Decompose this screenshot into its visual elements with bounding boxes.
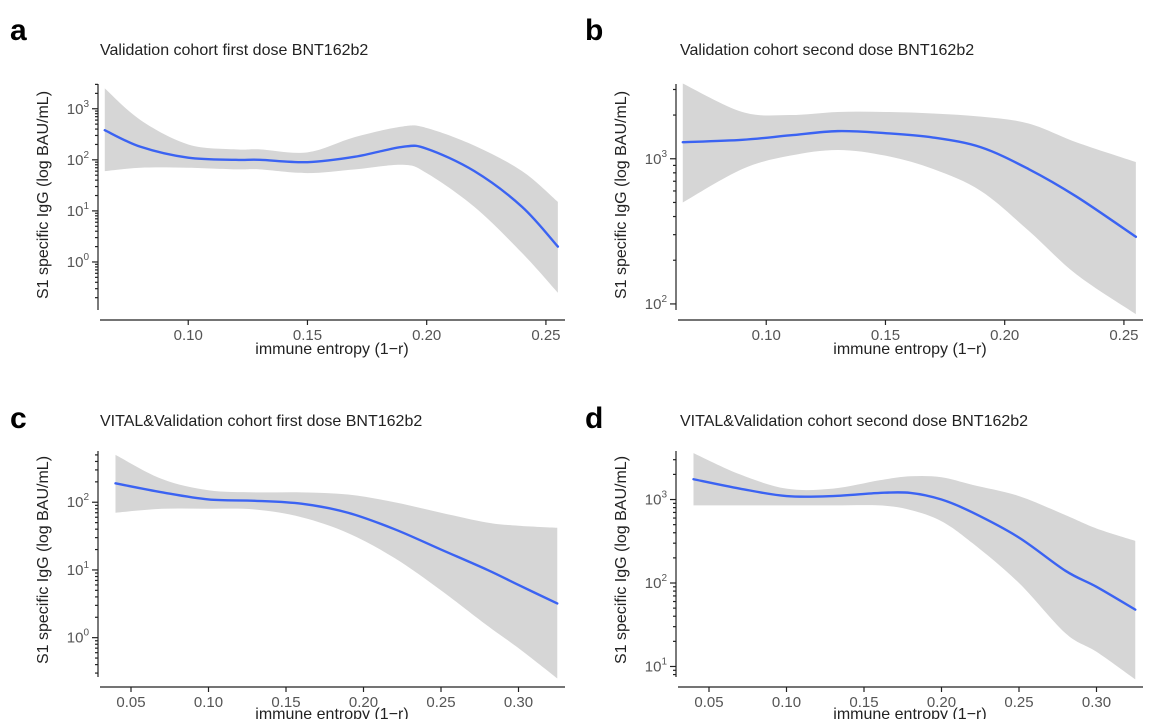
panel-title: VITAL&Validation cohort first dose BNT16…	[100, 413, 422, 430]
panel-b: b Validation cohort second dose BNT162b2 0…	[585, 14, 1143, 358]
fit-line	[114, 482, 559, 605]
y-axis-label: S1 specific IgG (log BAU/mL)	[35, 91, 52, 299]
x-tick-label: 0.25	[426, 694, 455, 711]
x-tick-label: 0.30	[1082, 694, 1111, 711]
x-tick-label: 0.10	[194, 694, 223, 711]
panel-letter: c	[10, 402, 27, 435]
y-tick-label: 101	[67, 560, 90, 579]
panel-c: c VITAL&Validation cohort first dose BNT1…	[10, 402, 565, 719]
x-tick-label: 0.25	[1004, 694, 1033, 711]
x-axis-label: immune entropy (1−r)	[255, 706, 408, 719]
x-tick-label: 0.25	[531, 327, 560, 344]
x-tick-label: 0.05	[116, 694, 145, 711]
x-tick-label: 0.15	[849, 694, 878, 711]
y-tick-label: 100	[67, 252, 90, 271]
x-axis-label: immune entropy (1−r)	[833, 706, 986, 719]
x-axis-label: immune entropy (1−r)	[255, 341, 408, 358]
panel-letter: a	[10, 14, 27, 47]
panel-d: d VITAL&Validation cohort second dose BNT…	[585, 402, 1143, 719]
x-tick-label: 0.05	[694, 694, 723, 711]
x-tick-label: 0.20	[927, 694, 956, 711]
y-tick-label: 100	[67, 628, 90, 647]
fit-line	[692, 478, 1137, 611]
y-tick-label: 103	[67, 99, 90, 118]
y-tick-label: 103	[645, 149, 668, 168]
y-tick-label: 103	[645, 490, 668, 509]
x-tick-label: 0.20	[412, 327, 441, 344]
y-tick-label: 101	[645, 656, 668, 675]
y-tick-label: 101	[67, 201, 90, 220]
panel-letter: b	[585, 14, 603, 47]
panel-title: VITAL&Validation cohort second dose BNT1…	[680, 413, 1028, 430]
x-tick-label: 0.10	[772, 694, 801, 711]
x-tick-label: 0.20	[990, 327, 1019, 344]
y-axis-label: S1 specific IgG (log BAU/mL)	[35, 456, 52, 664]
y-tick-label: 102	[645, 573, 668, 592]
x-tick-label: 0.10	[752, 327, 781, 344]
panel-title: Validation cohort second dose BNT162b2	[680, 42, 974, 59]
panel-title: Validation cohort first dose BNT162b2	[100, 42, 368, 59]
fit-line	[103, 129, 560, 248]
x-tick-label: 0.15	[871, 327, 900, 344]
y-tick-label: 102	[645, 294, 668, 313]
y-tick-label: 102	[67, 492, 90, 511]
x-tick-label: 0.25	[1109, 327, 1138, 344]
confidence-band	[682, 83, 1136, 315]
fit-line	[681, 129, 1138, 238]
y-tick-label: 102	[67, 150, 90, 169]
confidence-band	[104, 88, 558, 293]
confidence-band	[115, 454, 558, 679]
x-axis-label: immune entropy (1−r)	[833, 341, 986, 358]
x-tick-label: 0.10	[174, 327, 203, 344]
x-tick-label: 0.30	[504, 694, 533, 711]
y-axis-label: S1 specific IgG (log BAU/mL)	[613, 91, 630, 299]
panel-letter: d	[585, 402, 603, 435]
panel-a: a Validation cohort first dose BNT162b2 0.…	[10, 14, 565, 358]
x-tick-label: 0.20	[349, 694, 378, 711]
x-tick-label: 0.15	[293, 327, 322, 344]
confidence-band	[693, 453, 1136, 680]
x-tick-label: 0.15	[271, 694, 300, 711]
y-axis-label: S1 specific IgG (log BAU/mL)	[613, 456, 630, 664]
